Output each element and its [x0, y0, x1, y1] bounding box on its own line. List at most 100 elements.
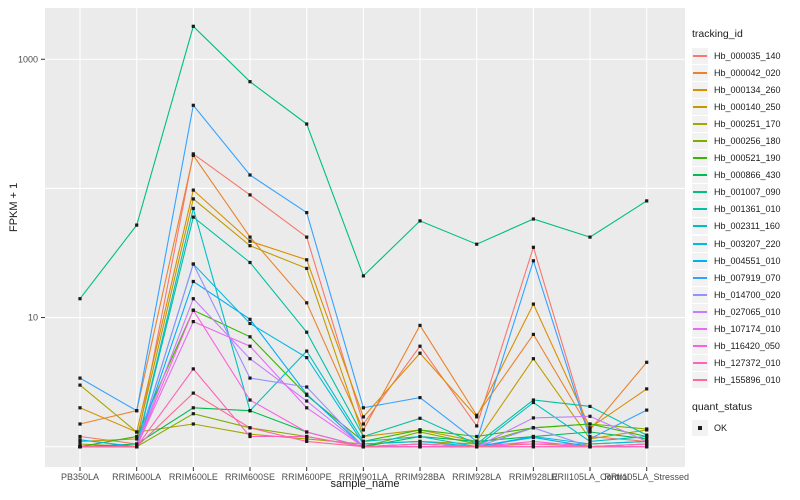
legend-item-label: Hb_127372_010	[714, 358, 781, 369]
plot-panel	[45, 8, 685, 467]
data-point	[305, 301, 309, 305]
legend-item-Hb_004551_010: Hb_004551_010	[692, 252, 800, 269]
legend-item-Hb_116420_050: Hb_116420_050	[692, 338, 800, 355]
legend-key-box	[692, 201, 708, 218]
legend-item-Hb_003207_220: Hb_003207_220	[692, 235, 800, 252]
legend-line-swatch-icon	[693, 225, 707, 228]
data-point	[645, 387, 649, 391]
x-tick-label: RRIM600PE	[282, 472, 332, 482]
data-point	[191, 215, 195, 219]
data-point	[361, 274, 365, 278]
legend-line-swatch-icon	[693, 88, 707, 91]
data-point	[418, 351, 422, 355]
x-axis-title: sample_name	[330, 478, 400, 490]
data-point	[191, 391, 195, 395]
data-point	[78, 438, 82, 442]
data-point	[78, 445, 82, 449]
data-point	[135, 430, 139, 434]
legend-line-swatch-icon	[693, 105, 707, 108]
legend-line-swatch-icon	[693, 140, 707, 143]
data-point	[191, 367, 195, 371]
data-point	[475, 442, 479, 446]
data-point	[531, 416, 535, 420]
data-point	[305, 434, 309, 439]
data-point	[588, 428, 592, 432]
legend-key-box	[692, 64, 708, 81]
x-tick-label: RRIM928BA	[395, 472, 445, 482]
data-point	[305, 330, 309, 334]
legend-line-swatch-icon	[693, 71, 707, 74]
data-point	[361, 422, 365, 426]
data-point	[418, 445, 422, 449]
x-tick-label: RRII105LA_Stressed	[604, 472, 689, 482]
legend-item-Hb_000042_020: Hb_000042_020	[692, 64, 800, 81]
y-tick-label: 10	[28, 313, 38, 323]
legend-item-label: Hb_000521_190	[714, 153, 781, 164]
legend-line-swatch-icon	[693, 191, 707, 194]
data-point	[248, 432, 252, 436]
legend-item-label: Hb_004551_010	[714, 255, 781, 266]
data-point	[305, 430, 309, 434]
legend-item-Hb_000134_260: Hb_000134_260	[692, 81, 800, 98]
legend-item-label: Hb_000866_430	[714, 170, 781, 181]
data-point	[361, 428, 365, 432]
legend-item-Hb_027065_010: Hb_027065_010	[692, 303, 800, 320]
legend-line-swatch-icon	[693, 122, 707, 125]
data-point	[191, 153, 195, 157]
legend-key-box	[692, 47, 708, 64]
data-point	[418, 416, 422, 420]
legend-item-label: Hb_000134_260	[714, 84, 781, 95]
data-point	[78, 383, 82, 387]
data-point	[418, 344, 422, 348]
data-point	[418, 428, 422, 432]
x-tick-label: RRIM928LE	[509, 472, 558, 482]
data-point	[135, 434, 139, 439]
data-point	[588, 235, 592, 239]
data-point	[588, 422, 592, 426]
data-point	[191, 197, 195, 201]
square-point-icon	[698, 426, 702, 431]
data-point	[531, 398, 535, 402]
data-point	[191, 206, 195, 210]
data-point	[248, 244, 252, 248]
x-tick-label: RRIM600LE	[169, 472, 218, 482]
data-point	[305, 437, 309, 441]
data-point	[248, 426, 252, 430]
data-point	[531, 357, 535, 361]
data-point	[645, 445, 649, 449]
x-tick-label: RRIM901LA	[339, 472, 388, 482]
legend-item-Hb_127372_010: Hb_127372_010	[692, 355, 800, 372]
legend-key-box	[692, 372, 708, 389]
legend-item-label: Hb_001361_010	[714, 204, 781, 215]
legend-item-label: OK	[714, 423, 728, 434]
data-point	[645, 442, 649, 446]
data-point	[588, 439, 592, 443]
data-point	[531, 302, 535, 306]
data-point	[361, 442, 365, 446]
data-point	[531, 332, 535, 336]
data-point	[248, 398, 252, 402]
data-point	[191, 279, 195, 284]
data-point	[361, 406, 365, 410]
data-point	[645, 360, 649, 364]
legend-line-swatch-icon	[693, 293, 707, 296]
data-point	[305, 235, 309, 239]
legend-item-label: Hb_000140_250	[714, 101, 781, 112]
legend-item-label: Hb_000035_140	[714, 50, 781, 61]
data-point	[248, 317, 252, 321]
legend-line-swatch-icon	[693, 208, 707, 211]
data-point	[78, 406, 82, 410]
legend-item-Hb_000140_250: Hb_000140_250	[692, 98, 800, 115]
data-point	[135, 445, 139, 449]
legend-title-quant-status: quant_status	[692, 400, 753, 413]
data-point	[191, 24, 195, 28]
data-point	[305, 392, 309, 396]
legend-line-swatch-icon	[693, 345, 707, 348]
legend-key-box	[692, 269, 708, 286]
data-point	[531, 217, 535, 221]
data-point	[248, 321, 252, 326]
data-point	[135, 437, 139, 441]
legend-key-box	[692, 355, 708, 372]
data-point	[248, 239, 252, 243]
